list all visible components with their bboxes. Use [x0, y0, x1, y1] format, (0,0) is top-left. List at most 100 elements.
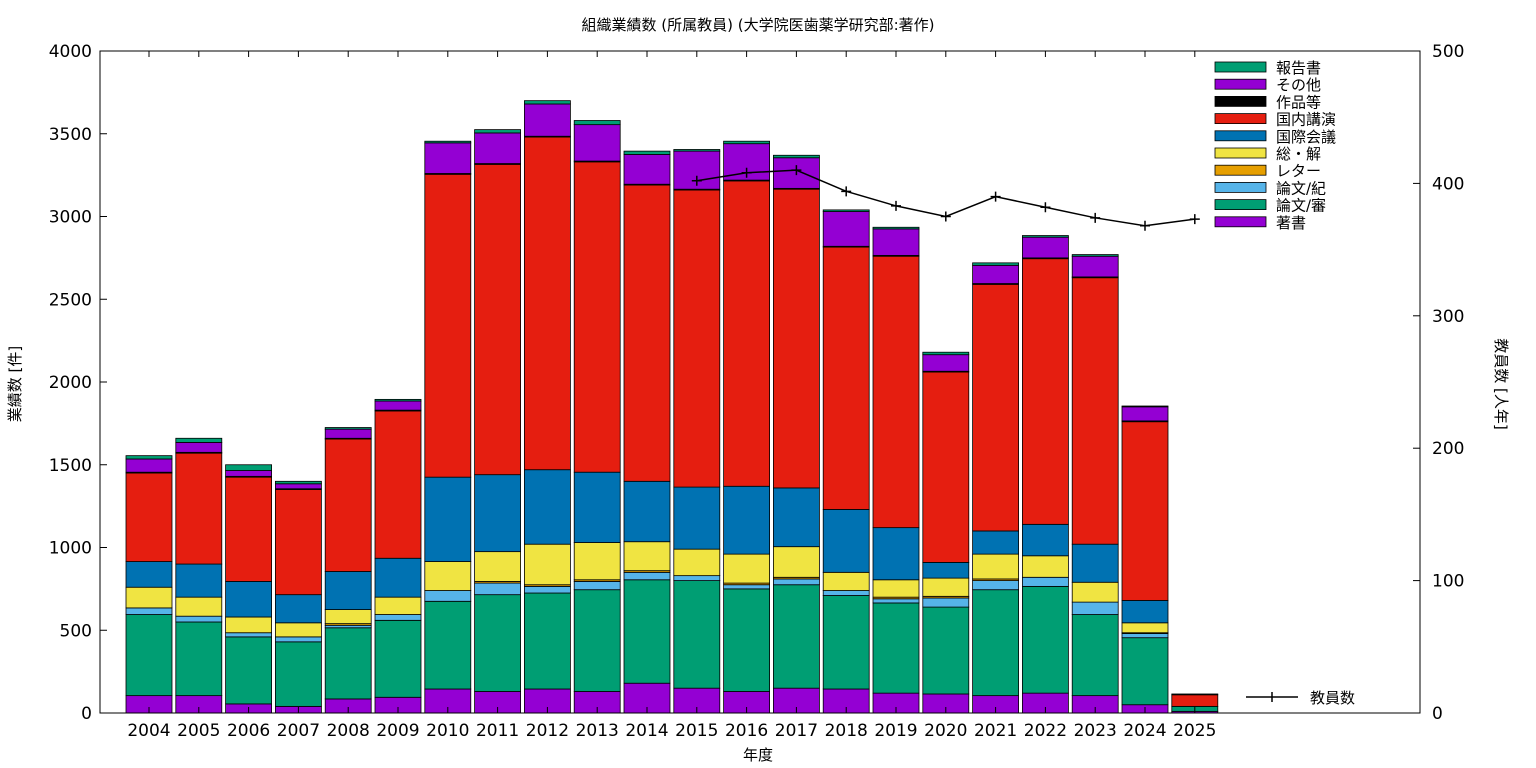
- y2-tick-label: 200: [1432, 439, 1464, 459]
- bar-segment: [175, 437, 223, 443]
- x-tick-label: 2008: [327, 721, 370, 741]
- bar-segment: [424, 590, 472, 602]
- bar-segment: [723, 180, 770, 487]
- x-tick-label: 2004: [127, 721, 170, 741]
- bar-segment: [225, 581, 273, 618]
- y2-tick-label: 500: [1432, 42, 1464, 62]
- bar-segment: [972, 283, 1019, 532]
- bar-segment: [474, 163, 522, 476]
- legend-label: 国内講演: [1276, 111, 1336, 129]
- bars-layer: [125, 100, 1219, 714]
- line-point: [1090, 212, 1101, 223]
- y2-tick-label: 100: [1432, 572, 1464, 592]
- x-tick-label: 2025: [1173, 721, 1216, 741]
- bar-segment: [573, 581, 621, 591]
- legend-swatch: [1214, 113, 1267, 124]
- legend-swatch: [1214, 164, 1267, 176]
- line-point: [940, 211, 951, 222]
- y2-tick-label: 300: [1432, 307, 1464, 327]
- bar-segment: [474, 129, 522, 134]
- bar-segment: [922, 354, 970, 372]
- bar-segment: [723, 584, 770, 590]
- bar-segment: [822, 509, 870, 573]
- bar-segment: [773, 188, 820, 489]
- bar-segment: [872, 598, 920, 604]
- bar-segment: [822, 211, 870, 247]
- bar-segment: [773, 578, 820, 586]
- bar-segment: [324, 438, 372, 572]
- bar-segment: [374, 410, 422, 559]
- bar-segment: [922, 606, 970, 695]
- x-axis-label: 年度: [743, 746, 773, 764]
- x-tick-label: 2021: [974, 721, 1017, 741]
- bar-segment: [673, 189, 721, 488]
- bar-segment: [922, 351, 970, 356]
- bar-segment: [573, 542, 621, 581]
- line-point: [1189, 214, 1200, 225]
- bar-segment: [773, 584, 820, 689]
- bar-segment: [822, 571, 870, 591]
- x-tick-label: 2006: [227, 721, 270, 741]
- bar-segment: [773, 546, 820, 578]
- bar-segment: [1121, 600, 1169, 624]
- bar-segment: [623, 541, 671, 572]
- bar-segment: [324, 571, 372, 610]
- bar-segment: [225, 476, 273, 582]
- bar-segment: [374, 619, 422, 698]
- bar-segment: [324, 428, 372, 439]
- bar-segment: [1071, 277, 1119, 545]
- bar-segment: [474, 132, 522, 164]
- bar-segment: [125, 458, 173, 473]
- y-tick-label: 2500: [49, 290, 92, 310]
- x-tick-label: 2018: [825, 721, 868, 741]
- x-tick-label: 2017: [775, 721, 818, 741]
- bar-segment: [524, 585, 571, 594]
- bar-segment: [474, 582, 522, 596]
- bar-segment: [274, 480, 322, 485]
- bar-segment: [673, 486, 721, 550]
- bar-segment: [573, 471, 621, 543]
- y-tick-label: 1500: [49, 456, 92, 476]
- bar-segment: [175, 563, 223, 598]
- bar-segment: [1171, 694, 1219, 707]
- bar-segment: [225, 632, 273, 638]
- x-tick-label: 2009: [376, 721, 419, 741]
- bar-segment: [972, 589, 1019, 697]
- bar-segment: [474, 474, 522, 553]
- bar-segment: [125, 614, 173, 697]
- legend-line-label: 教員数: [1310, 689, 1355, 707]
- y-tick-label: 3500: [49, 125, 92, 145]
- axes-layer: 0 500 1000 1500 2000 2500 3000 3500 4000 0 100 200 3…: [49, 42, 1465, 741]
- bar-segment: [573, 120, 621, 126]
- bar-segment: [524, 543, 571, 586]
- bar-segment: [1071, 601, 1119, 615]
- bar-segment: [225, 470, 273, 477]
- bar-segment: [872, 602, 920, 694]
- bar-segment: [673, 149, 721, 152]
- line-point: [990, 191, 1001, 202]
- bar-segment: [872, 228, 920, 256]
- line-layer: [691, 165, 1200, 231]
- bar-segment: [474, 551, 522, 582]
- y2-tick-label: 0: [1432, 704, 1443, 724]
- y-tick-label: 1000: [49, 539, 92, 559]
- bar-segment: [922, 577, 970, 597]
- bar-segment: [1071, 614, 1119, 697]
- bar-segment: [125, 586, 173, 609]
- line-point: [841, 186, 852, 197]
- legend-label: その他: [1276, 76, 1321, 94]
- legend-swatch: [1214, 181, 1267, 193]
- bar-segment: [474, 594, 522, 692]
- y-tick-label: 2000: [49, 373, 92, 393]
- legend-label: 著書: [1276, 214, 1306, 232]
- bar-segment: [623, 571, 671, 581]
- bar-segment: [922, 371, 970, 563]
- x-tick-label: 2005: [177, 721, 220, 741]
- legend-label: 国際会議: [1276, 128, 1336, 146]
- y2-tick-label: 400: [1432, 174, 1464, 194]
- y-axis-label: 業績数 [件]: [6, 346, 24, 422]
- x-tick-label: 2023: [1074, 721, 1117, 741]
- bar-segment: [125, 607, 173, 615]
- x-tick-label: 2019: [874, 721, 917, 741]
